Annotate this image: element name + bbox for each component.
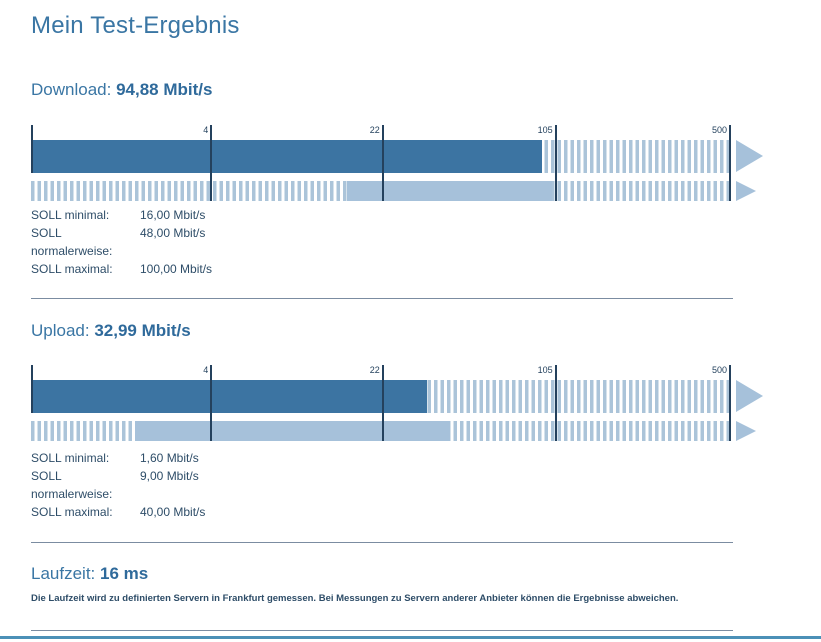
upload-value: 32,99 Mbit/s xyxy=(94,321,191,340)
footer-accent-line xyxy=(0,636,821,639)
axis-tick-line xyxy=(554,365,557,441)
right-arrow-icon xyxy=(736,140,763,172)
upload-soll-band xyxy=(135,421,451,441)
upload-measured-bar xyxy=(31,380,428,413)
soll-minimal-label: SOLL minimal: xyxy=(31,451,110,465)
download-measured-bar xyxy=(31,140,542,173)
upload-chart-scale: 4 22 105 500 xyxy=(31,363,731,380)
download-value: 94,88 Mbit/s xyxy=(116,80,213,99)
download-heading: Download: 94,88 Mbit/s xyxy=(31,80,821,100)
right-arrow-icon xyxy=(736,380,763,412)
latency-heading: Laufzeit: 16 ms xyxy=(31,564,821,584)
download-measured-row xyxy=(31,140,763,173)
axis-tick-label: 105 xyxy=(537,365,553,375)
right-arrow-icon xyxy=(736,181,756,201)
axis-origin-line xyxy=(31,125,33,173)
upload-chart: 4 22 105 500 xyxy=(31,363,763,441)
soll-minimal-value: 1,60 Mbit/s xyxy=(140,451,199,465)
soll-maximal-value: 40,00 Mbit/s xyxy=(140,505,206,519)
axis-tick-line xyxy=(210,125,213,201)
download-soll-table: SOLL minimal: 16,00 Mbit/s SOLL normaler… xyxy=(31,206,821,278)
soll-normal-value: 9,00 Mbit/s xyxy=(140,469,199,483)
axis-tick-line xyxy=(381,125,384,201)
axis-tick-line xyxy=(210,365,213,441)
download-chart: 4 22 105 500 xyxy=(31,123,763,201)
soll-normal-label: SOLL normalerweise: xyxy=(31,469,113,501)
axis-origin-line xyxy=(31,365,33,413)
soll-maximal-value: 100,00 Mbit/s xyxy=(140,262,213,276)
soll-row: SOLL minimal: 16,00 Mbit/s xyxy=(31,206,821,224)
download-measured-track xyxy=(31,140,731,173)
section-divider xyxy=(31,298,733,299)
soll-minimal-value: 16,00 Mbit/s xyxy=(140,208,206,222)
axis-tick-label: 105 xyxy=(537,125,553,135)
download-chart-scale: 4 22 105 500 xyxy=(31,123,731,140)
axis-tick-line xyxy=(554,125,557,201)
upload-label: Upload: xyxy=(31,321,90,340)
upload-measured-row xyxy=(31,380,763,413)
axis-tick-line xyxy=(381,365,384,441)
axis-tick-label: 500 xyxy=(711,365,727,375)
axis-tick-line xyxy=(729,125,731,201)
axis-tick-line xyxy=(729,365,731,441)
page-title: Mein Test-Ergebnis xyxy=(31,12,240,39)
soll-normal-value: 48,00 Mbit/s xyxy=(140,226,206,240)
right-arrow-icon xyxy=(736,421,756,441)
soll-row: SOLL maximal: 100,00 Mbit/s xyxy=(31,260,821,278)
latency-value: 16 ms xyxy=(100,564,149,583)
upload-soll-table: SOLL minimal: 1,60 Mbit/s SOLL normalerw… xyxy=(31,449,821,521)
axis-tick-label: 22 xyxy=(369,365,380,375)
upload-measured-track xyxy=(31,380,731,413)
upload-heading: Upload: 32,99 Mbit/s xyxy=(31,321,821,341)
section-divider xyxy=(31,630,733,631)
soll-row: SOLL normalerweise: 9,00 Mbit/s xyxy=(31,467,821,503)
axis-tick-label: 22 xyxy=(369,125,380,135)
soll-minimal-label: SOLL minimal: xyxy=(31,208,110,222)
axis-tick-label: 4 xyxy=(203,125,209,135)
soll-row: SOLL minimal: 1,60 Mbit/s xyxy=(31,449,821,467)
soll-maximal-label: SOLL maximal: xyxy=(31,505,113,519)
soll-row: SOLL normalerweise: 48,00 Mbit/s xyxy=(31,224,821,260)
download-soll-band xyxy=(347,181,552,201)
axis-tick-label: 4 xyxy=(203,365,209,375)
latency-label: Laufzeit: xyxy=(31,564,96,583)
axis-tick-label: 500 xyxy=(711,125,727,135)
section-divider xyxy=(31,542,733,543)
download-label: Download: xyxy=(31,80,112,99)
soll-maximal-label: SOLL maximal: xyxy=(31,262,113,276)
soll-normal-label: SOLL normalerweise: xyxy=(31,226,113,258)
latency-note: Die Laufzeit wird zu definierten Servern… xyxy=(31,593,679,604)
soll-row: SOLL maximal: 40,00 Mbit/s xyxy=(31,503,821,521)
